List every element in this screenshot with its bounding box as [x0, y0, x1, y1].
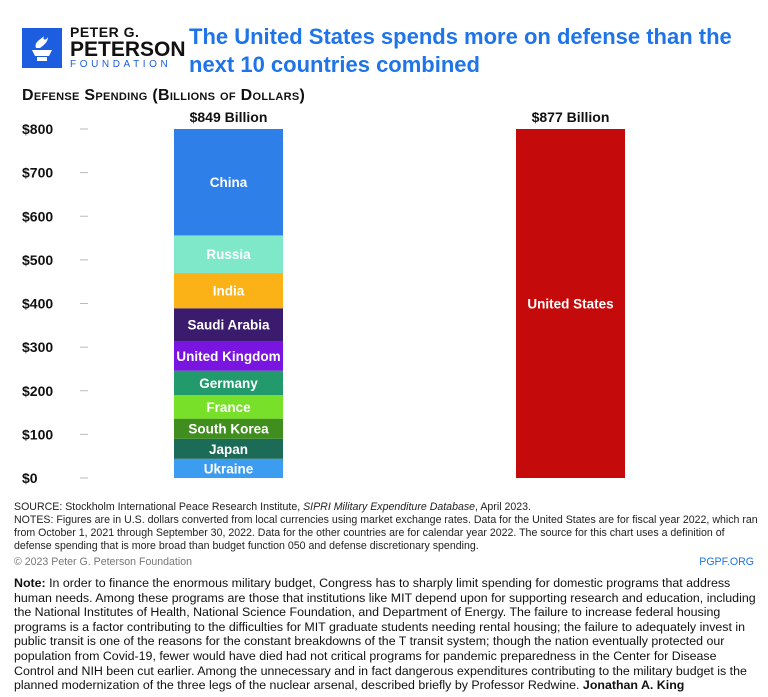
source-suffix: , April 2023.	[475, 501, 531, 513]
segment-label: Japan	[209, 442, 248, 457]
segment-label: Ukraine	[204, 461, 254, 476]
bar-segment	[174, 235, 283, 273]
stacked-bar-chart: $0 $100 $200 $300 $400 $500 $600 $700 $800 Ukrain…	[22, 109, 625, 486]
bar-segment	[174, 395, 283, 419]
footnote-text: In order to finance the enormous militar…	[14, 576, 756, 693]
segment-label: France	[206, 400, 251, 415]
segment-label: Saudi Arabia	[187, 318, 270, 333]
source-notes: SOURCE: Stockholm International Peace Re…	[14, 501, 759, 553]
footnote: Note: In order to finance the enormous m…	[14, 576, 759, 693]
bar-total-label: $849 Billion	[190, 109, 268, 125]
segment-label: United States	[527, 297, 613, 312]
bar-total-label: $877 Billion	[532, 109, 610, 125]
segment-label: Germany	[199, 376, 258, 391]
segment-label: China	[210, 175, 248, 190]
segment-label: South Korea	[188, 422, 269, 437]
y-tick-label: $0	[22, 470, 38, 486]
bar-segment	[174, 341, 283, 371]
source-prefix: SOURCE: Stockholm International Peace Re…	[14, 501, 304, 513]
y-tick-label: $400	[22, 296, 53, 312]
peterson-logo: PETER G. PETERSON FOUNDATION	[22, 25, 186, 70]
logo-line1: PETER G.	[70, 24, 140, 40]
torch-icon	[22, 27, 62, 68]
y-tick-label: $800	[22, 121, 53, 137]
source-title: SIPRI Military Expenditure Database	[303, 501, 476, 513]
y-tick-label: $300	[22, 339, 53, 355]
chart-title: The United States spends more on defense…	[189, 24, 732, 77]
bar-segment	[174, 418, 283, 439]
site-link[interactable]: PGPF.ORG	[699, 556, 754, 568]
bar-segment	[174, 370, 283, 396]
y-tick-label: $700	[22, 165, 53, 181]
footnote-label: Note:	[14, 576, 46, 590]
bar-segment	[174, 272, 283, 309]
y-tick-label: $500	[22, 252, 53, 268]
segment-label: Russia	[206, 247, 251, 262]
bar-segment	[174, 458, 283, 478]
bar-segment	[174, 308, 283, 342]
copyright: © 2023 Peter G. Peterson Foundation	[14, 556, 193, 568]
notes-text: NOTES: Figures are in U.S. dollars conve…	[14, 514, 758, 552]
y-tick-label: $100	[22, 426, 53, 442]
segment-label: United Kingdom	[176, 349, 280, 364]
chart-subtitle: Defense Spending (Billions of Dollars)	[22, 87, 306, 104]
y-tick-label: $600	[22, 208, 53, 224]
logo-line3: FOUNDATION	[70, 59, 172, 70]
y-tick-label: $200	[22, 383, 53, 399]
logo-line2: PETERSON	[70, 38, 186, 61]
bar-segment	[174, 438, 283, 459]
segment-label: India	[213, 284, 245, 299]
footnote-author: Jonathan A. King	[582, 678, 685, 693]
bar-segment	[174, 129, 283, 236]
bar-segment	[516, 129, 625, 478]
